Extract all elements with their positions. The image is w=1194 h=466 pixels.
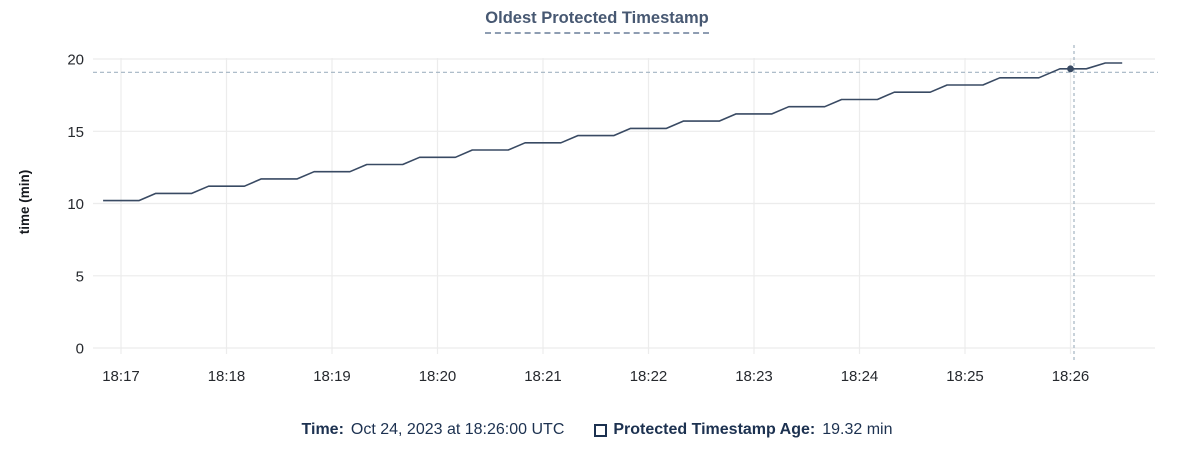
hover-point-dot (1067, 65, 1074, 73)
series-line (103, 62, 1123, 202)
legend-series-value: 19.32 min (822, 421, 893, 438)
y-tick-label: 5 (76, 268, 84, 285)
x-tick-label: 18:20 (419, 368, 457, 385)
legend-time-label: Time: (301, 421, 344, 438)
chart-title-row: Oldest Protected Timestamp (0, 9, 1194, 34)
y-tick-label: 20 (67, 52, 84, 69)
x-tick-label: 18:25 (946, 368, 984, 385)
series-swatch-icon (594, 423, 608, 437)
x-tick-label: 18:22 (630, 368, 668, 385)
x-tick-label: 18:23 (735, 368, 773, 385)
legend-series-item[interactable]: Protected Timestamp Age: 19.32 min (594, 421, 892, 439)
y-tick-label: 0 (76, 341, 84, 358)
x-tick-label: 18:17 (102, 368, 140, 385)
y-tick-label: 15 (67, 124, 84, 141)
legend-time-value: Oct 24, 2023 at 18:26:00 UTC (350, 421, 565, 438)
hover-legend: Time: Oct 24, 2023 at 18:26:00 UTC Prote… (0, 421, 1194, 439)
legend-series-label: Protected Timestamp Age: (613, 421, 816, 438)
x-tick-label: 18:24 (841, 368, 879, 385)
y-tick-label: 10 (67, 196, 84, 213)
y-axis-title: time (min) (17, 169, 32, 235)
x-tick-label: 18:21 (524, 368, 562, 385)
line-chart[interactable]: 0 5 10 15 20 18:17 18:18 18:19 18:20 18:21 18:22 18… (0, 0, 1194, 400)
x-tick-label: 18:18 (208, 368, 246, 385)
x-tick-label: 18:19 (313, 368, 351, 385)
x-tick-label: 18:26 (1052, 368, 1090, 385)
chart-title[interactable]: Oldest Protected Timestamp (485, 9, 709, 34)
